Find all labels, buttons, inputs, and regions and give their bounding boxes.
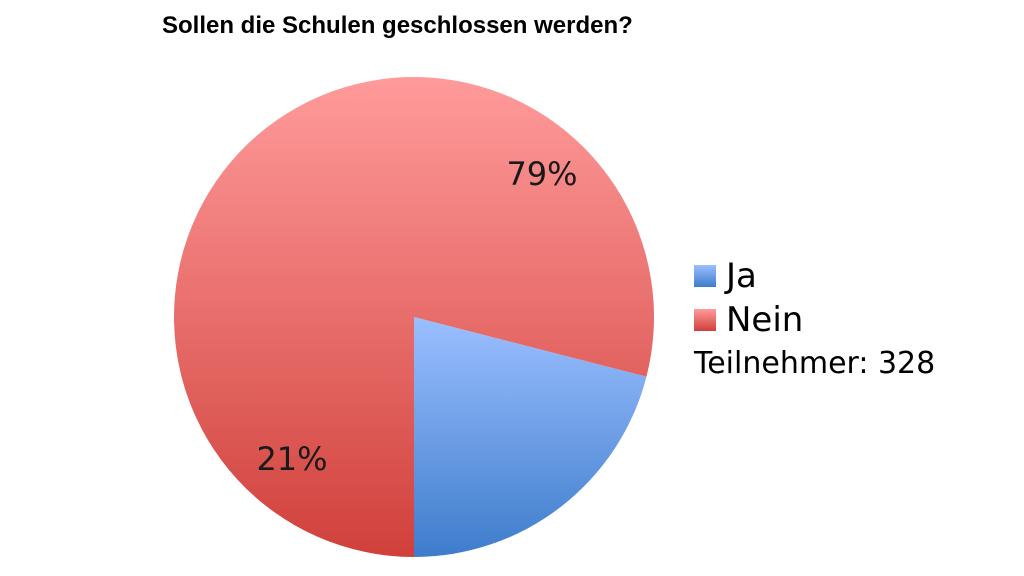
pie-slice-ja — [414, 317, 647, 557]
legend-item-ja: Ja — [694, 254, 935, 298]
legend-label-ja: Ja — [726, 256, 757, 296]
participants-count: Teilnehmer: 328 — [694, 346, 936, 381]
chart-title: Sollen die Schulen geschlossen werden? — [162, 12, 633, 39]
pie-slice-nein — [174, 77, 654, 558]
legend-label-nein: Nein — [726, 300, 804, 340]
slice-label-nein: 79% — [506, 155, 577, 193]
legend-swatch-ja — [694, 265, 716, 287]
legend-swatch-nein — [694, 309, 716, 331]
slice-label-ja: 21% — [256, 440, 327, 478]
legend: Ja Nein Teilnehmer: 328 — [694, 254, 935, 381]
legend-item-nein: Nein — [694, 298, 935, 342]
